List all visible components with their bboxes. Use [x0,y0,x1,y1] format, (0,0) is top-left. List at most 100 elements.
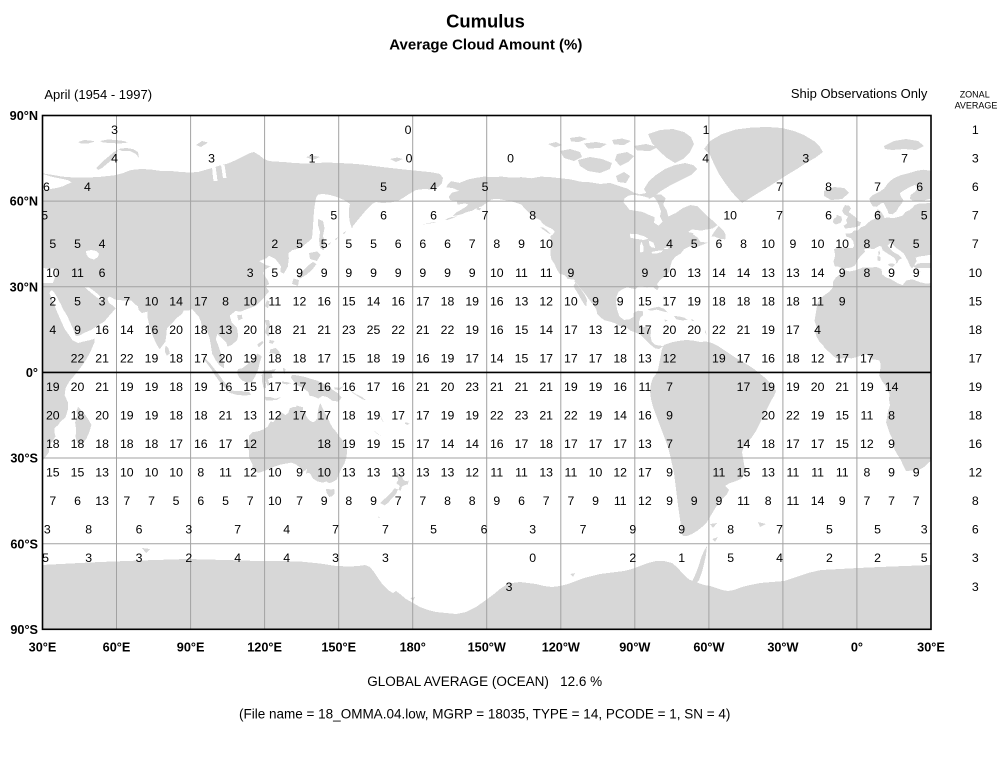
svg-text:9: 9 [913,466,920,480]
svg-text:18: 18 [145,437,159,451]
svg-text:17: 17 [613,437,627,451]
svg-text:22: 22 [712,323,726,337]
svg-text:17: 17 [968,351,982,365]
svg-text:22: 22 [391,323,405,337]
svg-text:17: 17 [737,351,751,365]
svg-text:14: 14 [120,323,134,337]
svg-text:7: 7 [888,494,895,508]
svg-text:18: 18 [761,294,775,308]
svg-text:2: 2 [629,551,636,565]
svg-text:9: 9 [444,266,451,280]
svg-text:6: 6 [444,237,451,251]
svg-text:60°W: 60°W [693,641,724,655]
svg-text:5: 5 [42,551,49,565]
svg-text:5: 5 [921,209,928,223]
svg-text:16: 16 [317,380,331,394]
svg-text:9: 9 [296,466,303,480]
svg-text:14: 14 [465,437,479,451]
svg-text:ZONAL: ZONAL [960,90,990,100]
svg-text:13: 13 [786,266,800,280]
svg-text:14: 14 [441,437,455,451]
svg-text:0: 0 [507,152,514,166]
svg-text:20: 20 [811,380,825,394]
svg-text:19: 19 [589,409,603,423]
svg-text:19: 19 [465,409,479,423]
svg-text:4: 4 [111,152,118,166]
svg-text:60°S: 60°S [10,537,38,551]
svg-text:9: 9 [715,494,722,508]
svg-text:GLOBAL AVERAGE (OCEAN) 12.6: GLOBAL AVERAGE (OCEAN) 12.6 % [367,674,602,689]
svg-text:14: 14 [811,266,825,280]
svg-text:10: 10 [317,466,331,480]
svg-text:10: 10 [169,466,183,480]
svg-text:10: 10 [811,237,825,251]
svg-text:9: 9 [839,294,846,308]
svg-text:9: 9 [419,266,426,280]
svg-text:10: 10 [268,466,282,480]
svg-text:90°S: 90°S [10,623,38,637]
svg-text:18: 18 [268,351,282,365]
svg-text:18: 18 [712,294,726,308]
svg-text:4: 4 [702,152,709,166]
svg-text:17: 17 [169,437,183,451]
svg-text:10: 10 [589,466,603,480]
svg-text:18: 18 [169,380,183,394]
svg-text:60°E: 60°E [103,641,131,655]
svg-text:13: 13 [638,351,652,365]
svg-text:17: 17 [391,409,405,423]
svg-text:18: 18 [194,323,208,337]
svg-text:15: 15 [515,351,529,365]
svg-text:19: 19 [589,380,603,394]
svg-text:17: 17 [589,351,603,365]
svg-text:8: 8 [222,294,229,308]
svg-text:17: 17 [317,409,331,423]
svg-text:3: 3 [972,551,979,565]
svg-text:21: 21 [515,380,529,394]
svg-text:17: 17 [564,323,578,337]
svg-text:15: 15 [968,294,982,308]
svg-text:22: 22 [564,409,578,423]
svg-text:11: 11 [836,466,849,480]
svg-text:12: 12 [860,437,874,451]
svg-text:12: 12 [811,351,825,365]
svg-text:17: 17 [293,409,307,423]
svg-text:18: 18 [968,409,982,423]
svg-text:1: 1 [703,123,710,137]
svg-text:11: 11 [219,466,232,480]
svg-text:21: 21 [416,380,430,394]
svg-text:12: 12 [638,494,652,508]
svg-text:20: 20 [169,323,183,337]
svg-text:18: 18 [46,437,60,451]
svg-text:11: 11 [811,466,824,480]
svg-text:17: 17 [638,466,652,480]
svg-text:6: 6 [395,237,402,251]
svg-text:1: 1 [972,123,979,137]
svg-text:19: 19 [391,351,405,365]
svg-text:6: 6 [197,494,204,508]
svg-text:21: 21 [737,323,751,337]
svg-text:16: 16 [416,351,430,365]
svg-text:11: 11 [515,466,528,480]
svg-text:13: 13 [761,266,775,280]
svg-text:12: 12 [539,294,553,308]
svg-text:30°E: 30°E [29,641,57,655]
svg-text:7: 7 [776,523,783,537]
svg-text:10: 10 [46,266,60,280]
svg-text:7: 7 [972,209,979,223]
svg-text:6: 6 [43,180,50,194]
svg-text:13: 13 [638,437,652,451]
svg-text:7: 7 [666,380,673,394]
svg-text:17: 17 [737,380,751,394]
svg-text:5: 5 [74,237,81,251]
svg-text:16: 16 [761,351,775,365]
svg-text:3: 3 [382,551,389,565]
svg-text:3: 3 [972,152,979,166]
svg-text:6: 6 [916,180,923,194]
svg-text:4: 4 [84,180,91,194]
svg-text:8: 8 [727,523,734,537]
svg-text:8: 8 [863,466,870,480]
svg-text:9: 9 [913,266,920,280]
svg-text:11: 11 [787,466,800,480]
svg-text:3: 3 [332,551,339,565]
svg-text:16: 16 [95,323,109,337]
